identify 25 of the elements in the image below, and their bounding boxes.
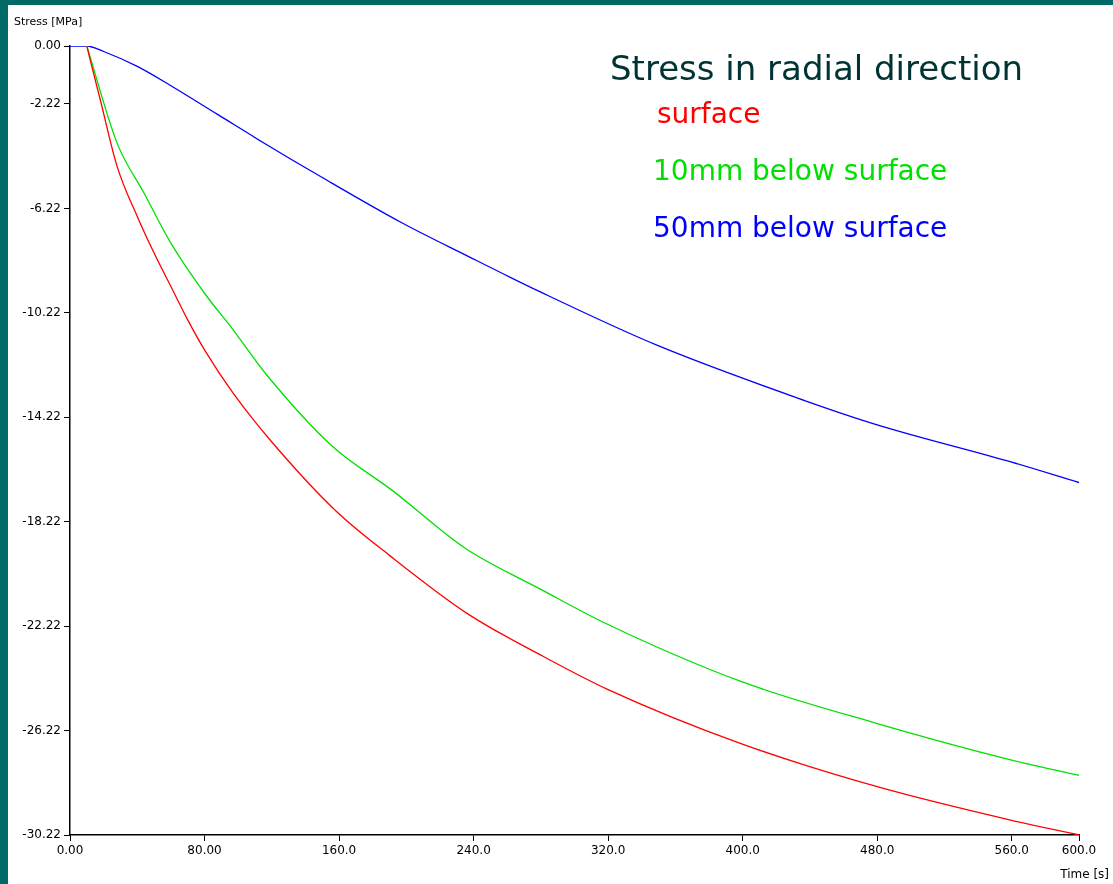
text: surface [657,97,761,130]
line-series [70,46,1079,484]
x-tick-label: 80.00 [187,843,222,858]
x-tick-label: 240.0 [456,843,491,858]
text: 50mm below surface [653,211,948,244]
y-tick-label: -18.22 [22,513,61,528]
chart-title: Stress in radial direction [610,48,1024,88]
y-tick-label: -26.22 [22,722,61,737]
y-tick-label: -22.22 [22,618,61,633]
y-axis-title: Stress [MPa] [14,15,83,28]
y-tick-label: -30.22 [22,827,61,842]
x-tick-label: 160.0 [321,843,357,858]
y-tick-label: -2.22 [29,96,61,111]
x-axis-title: Time [s] [1059,867,1109,881]
x-tick-label: 560.0 [994,843,1029,858]
text: 10mm below surface [653,154,948,187]
x-tick-label: 320.0 [590,843,626,858]
x-tick-label: 480.0 [860,843,895,858]
y-tick-label: -14.22 [22,409,61,424]
x-tick-label: 0.00 [56,843,84,858]
y-tick-label: -10.22 [22,304,61,319]
y-tick-label: -6.22 [29,200,61,215]
x-tick-label: 600.0 [1061,843,1097,858]
y-tick-label: 0.00 [34,38,61,53]
x-tick-label: 400.0 [725,843,760,858]
